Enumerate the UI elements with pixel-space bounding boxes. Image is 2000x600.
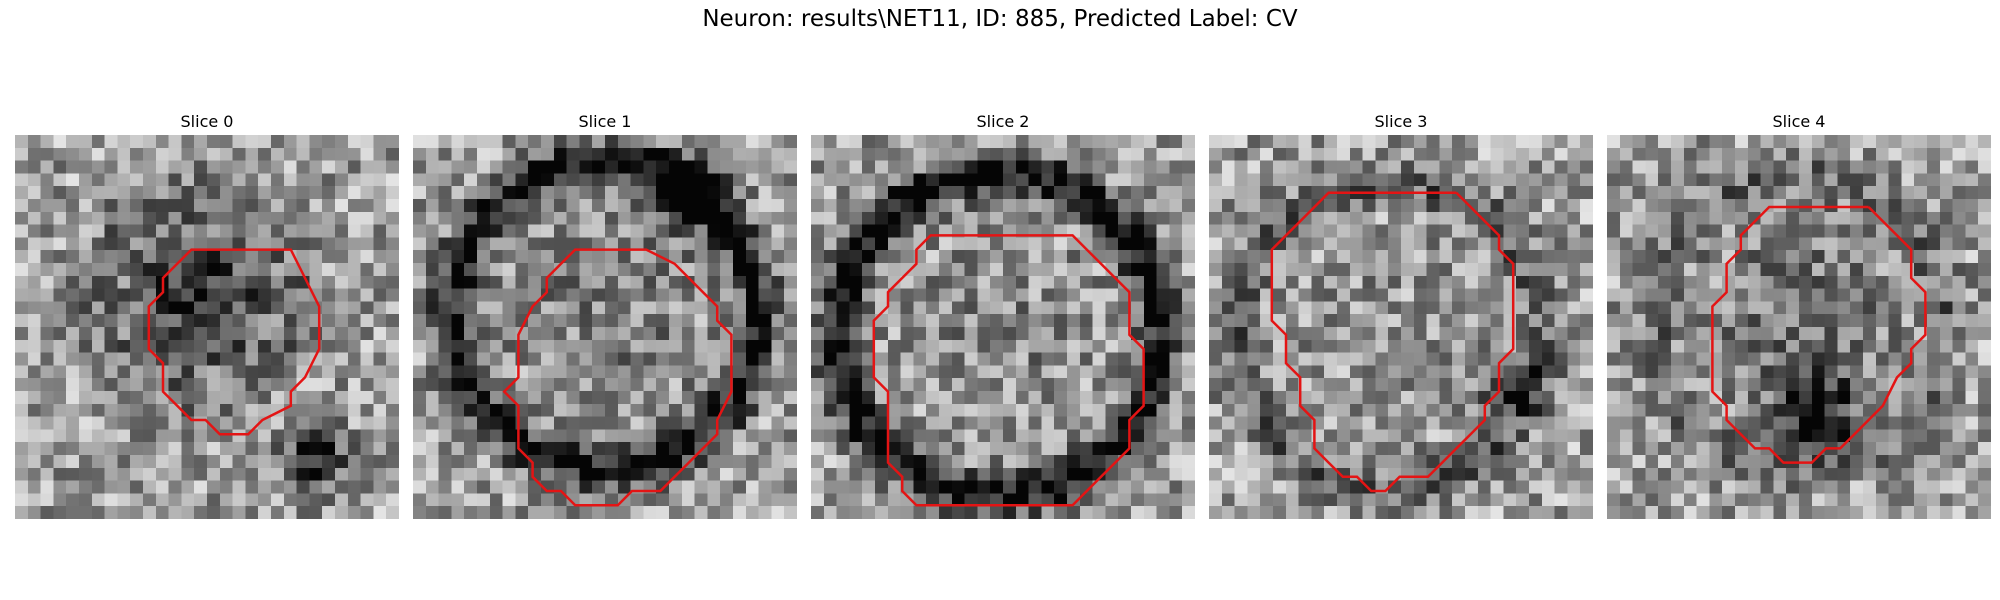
- contour-overlay: [147, 248, 321, 436]
- contour-overlay: [502, 248, 733, 507]
- figure-title: Neuron: results\NET11, ID: 885, Predicte…: [702, 6, 1298, 32]
- slice-image: [811, 135, 1195, 519]
- slice-image: [1209, 135, 1593, 519]
- slice-title: Slice 4: [1772, 112, 1826, 131]
- slice-title: Slice 3: [1374, 112, 1428, 131]
- slice-panel-4: Slice 4: [1607, 110, 1991, 519]
- segmentation-contour: [1270, 191, 1515, 493]
- slice-image: [15, 135, 399, 519]
- micrograph: [15, 135, 399, 519]
- contour-overlay: [872, 234, 1145, 507]
- slice-title: Slice 1: [578, 112, 632, 131]
- slice-image: [1607, 135, 1991, 519]
- slice-panel-3: Slice 3: [1209, 110, 1593, 519]
- slice-image: [413, 135, 797, 519]
- segmentation-contour: [502, 248, 733, 507]
- segmentation-contour: [1711, 205, 1927, 464]
- micrograph: [1209, 135, 1593, 519]
- contour-overlay: [1270, 191, 1515, 493]
- slice-panel-0: Slice 0: [15, 110, 399, 519]
- segmentation-contour: [147, 248, 321, 436]
- slice-panel-1: Slice 1: [413, 110, 797, 519]
- segmentation-contour: [872, 234, 1145, 507]
- micrograph: [1607, 135, 1991, 519]
- slice-title: Slice 0: [180, 112, 234, 131]
- contour-overlay: [1711, 205, 1927, 464]
- slice-title: Slice 2: [976, 112, 1030, 131]
- slice-panel-2: Slice 2: [811, 110, 1195, 519]
- micrograph: [413, 135, 797, 519]
